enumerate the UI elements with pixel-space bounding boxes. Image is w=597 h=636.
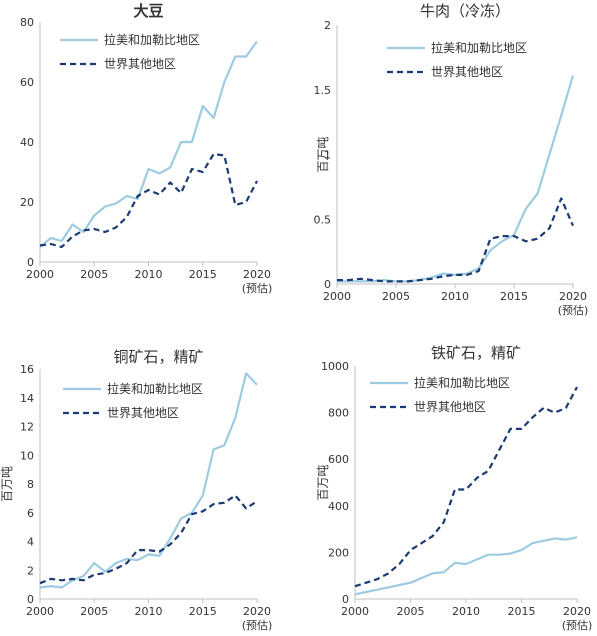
legend-label: 拉美和加勒比地区 [107, 381, 203, 396]
legend-label: 拉美和加勒比地区 [104, 32, 200, 47]
y-tick-label: 12 [20, 421, 34, 434]
chart-panel-3: 铜矿石，精矿 0 2 4 6 8 10 12 14 16 2000 2005 2010 2015 2020(… [0, 348, 272, 632]
chart-title: 牛肉（冷冻） [420, 2, 510, 20]
y-tick-label: 16 [20, 363, 34, 376]
y-tick-label: 60 [20, 76, 34, 89]
legend-label: 世界其他地区 [107, 406, 179, 420]
y-axis-label: 百万吨 [0, 466, 14, 502]
x-tick-label: 2005 [382, 290, 410, 303]
series-line-world [39, 494, 258, 585]
x-tick-label: 2010 [441, 290, 469, 303]
x-tick-label: 2020 [243, 605, 271, 618]
y-tick-label: 4 [27, 536, 34, 549]
series-line-latam [39, 40, 258, 248]
y-tick-label: 6 [27, 507, 34, 520]
y-tick-label: 1.5 [314, 84, 332, 97]
y-tick-label: 0 [342, 593, 349, 606]
x-tick-label: 2015 [189, 605, 217, 618]
series-line-latam [354, 536, 578, 596]
x-tick-label: 2010 [135, 268, 163, 281]
y-tick-label: 2 [27, 564, 34, 577]
chart-panel-4: 铁矿石，精矿 0 200 400 600 800 1000 2000 2005 2010 2015 2… [316, 344, 592, 632]
x-axis-note: (预估) [242, 282, 273, 295]
y-tick-label: 600 [328, 453, 349, 466]
x-tick-label: 2000 [323, 290, 351, 303]
series-line-world [337, 197, 575, 283]
y-tick-label: 800 [328, 407, 349, 420]
series-line-latam [39, 372, 258, 589]
x-tick-label: 2000 [26, 268, 54, 281]
x-tick-label: 2020 [563, 605, 591, 618]
x-axis-note: (预估) [562, 619, 593, 632]
x-tick-label: 2000 [26, 605, 54, 618]
y-tick-label: 2 [324, 19, 331, 32]
legend-label: 世界其他地区 [414, 400, 486, 414]
x-axis-note: (预估) [558, 304, 589, 317]
y-tick-label: 14 [20, 392, 34, 405]
y-tick-label: 20 [20, 196, 34, 209]
y-tick-label: 0 [27, 593, 34, 606]
x-tick-label: 2005 [80, 605, 108, 618]
x-tick-label: 2015 [508, 605, 536, 618]
chart-title: 铁矿石，精矿 [431, 344, 521, 362]
x-tick-label: 2015 [189, 268, 217, 281]
y-axis-label: 百万吨 [316, 136, 330, 172]
chart-title: 铜矿石，精矿 [113, 348, 203, 366]
y-tick-label: 0 [27, 256, 34, 269]
series-line-world [354, 386, 578, 588]
y-tick-label: 80 [20, 16, 34, 29]
legend-label: 拉美和加勒比地区 [431, 40, 527, 55]
x-tick-label: 2015 [500, 290, 528, 303]
x-tick-label: 2005 [80, 268, 108, 281]
y-tick-label: 10 [20, 449, 34, 462]
x-tick-label: 2020 [243, 268, 271, 281]
y-tick-label: 0 [324, 278, 331, 291]
series-line-world [39, 152, 258, 249]
x-tick-label: 2010 [135, 605, 163, 618]
y-tick-label: 8 [27, 478, 34, 491]
x-tick-label: 2010 [452, 605, 480, 618]
y-tick-label: 1000 [321, 360, 349, 373]
legend-label: 拉美和加勒比地区 [414, 375, 510, 390]
chart-panel-1: 大豆 0 20 40 60 80 2000 2005 2010 2015 2020(预估) 拉美和加勒… [20, 2, 272, 295]
x-axis-note: (预估) [242, 619, 273, 632]
chart-panel-2: 牛肉（冷冻） 0 0.5 1 1.5 2 2000 2005 2010 2015 2020(预估) 百… [314, 2, 589, 317]
y-axis-label: 百万吨 [316, 464, 330, 500]
series-line-latam [337, 75, 575, 283]
x-tick-label: 2020 [559, 290, 587, 303]
chart-title: 大豆 [133, 2, 163, 20]
legend-label: 世界其他地区 [431, 65, 503, 79]
x-tick-label: 2005 [397, 605, 425, 618]
y-tick-label: 1 [324, 149, 331, 162]
x-tick-label: 2000 [341, 605, 369, 618]
y-tick-label: 400 [328, 500, 349, 513]
y-tick-label: 0.5 [314, 213, 332, 226]
y-tick-label: 40 [20, 136, 34, 149]
y-tick-label: 200 [328, 546, 349, 559]
legend-label: 世界其他地区 [104, 57, 176, 71]
